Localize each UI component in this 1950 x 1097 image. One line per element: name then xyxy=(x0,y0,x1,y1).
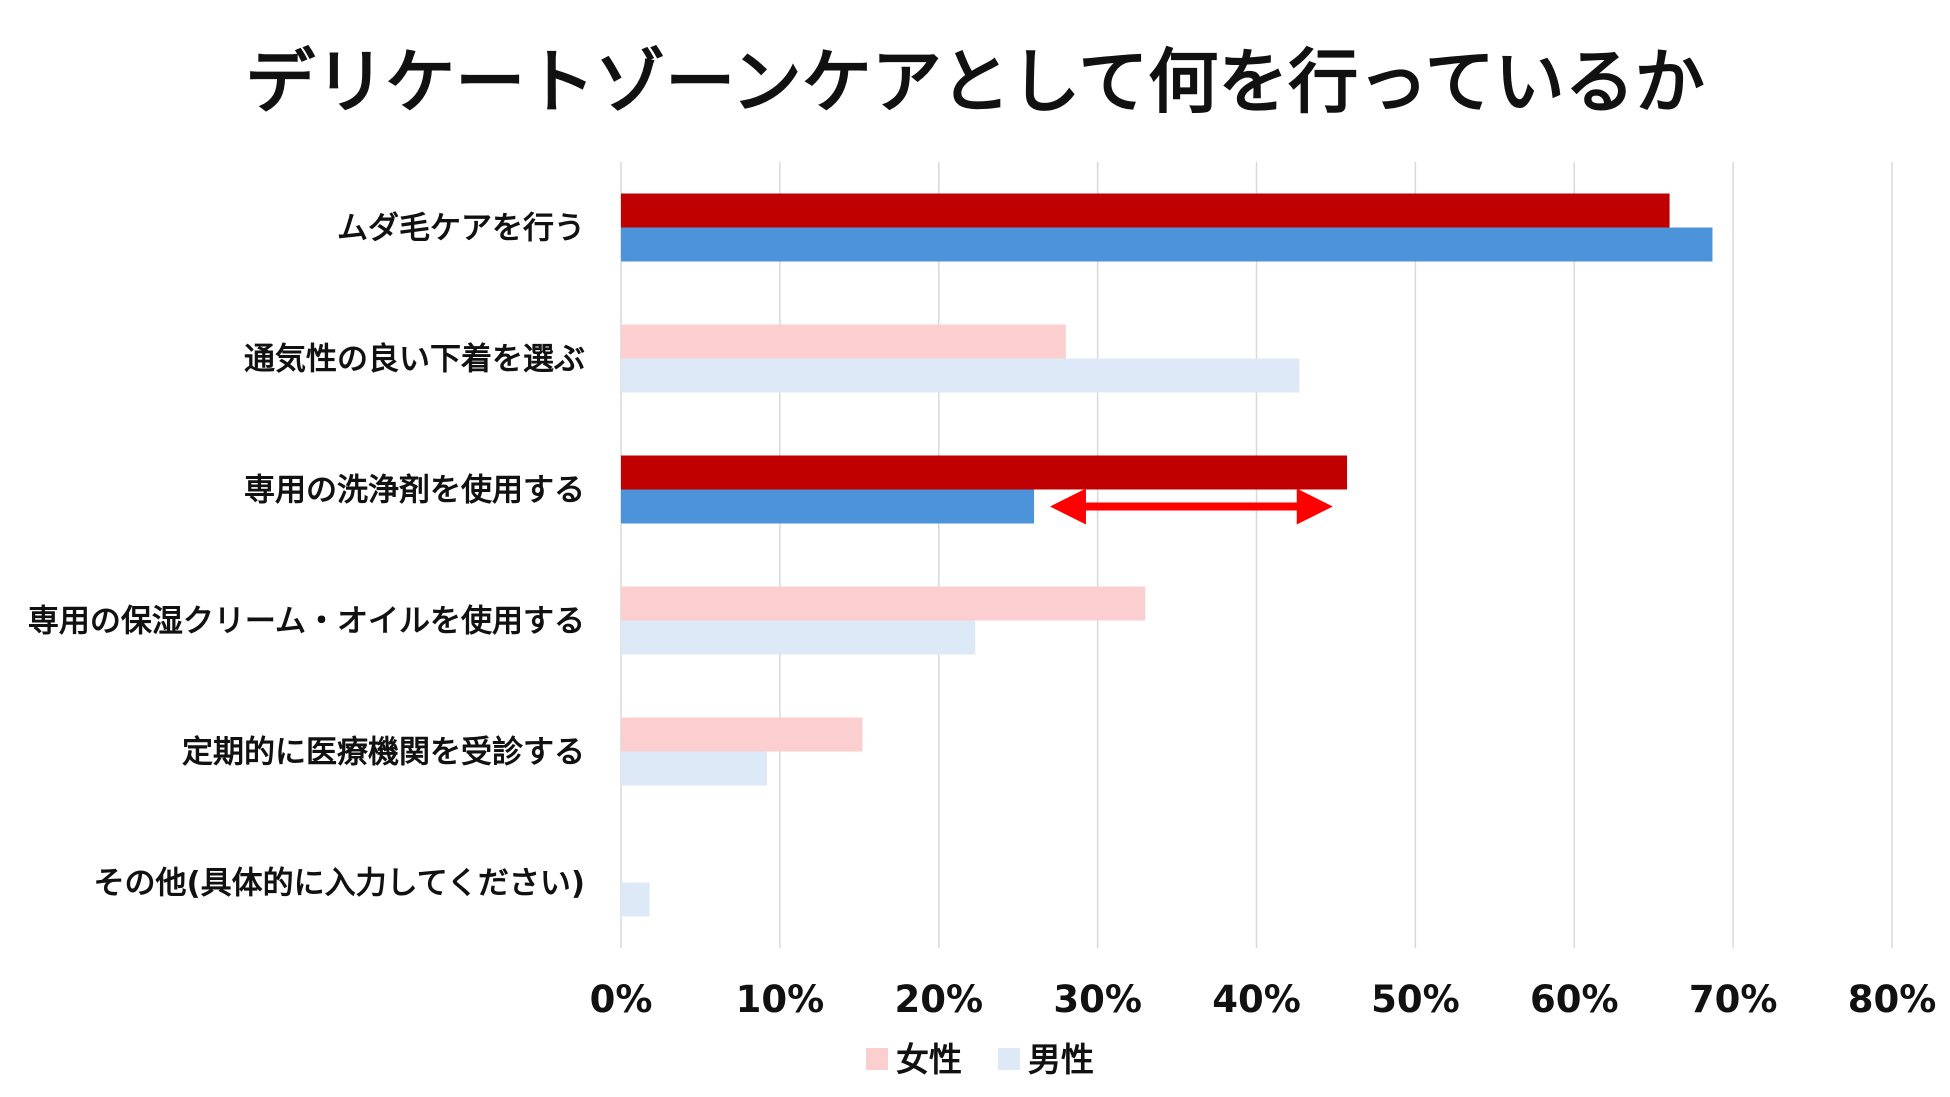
bar-male xyxy=(621,620,976,655)
arrow-head-left xyxy=(1049,488,1086,525)
x-tick-label: 0% xyxy=(590,978,653,1021)
category-label: 専用の洗浄剤を使用する xyxy=(244,473,585,509)
x-tick-label: 70% xyxy=(1689,978,1778,1021)
x-tick-labels: 0% 10% 20% 30% 40% 50% 60% 70% 80% xyxy=(590,978,1937,1021)
category-label: その他(具体的に入力してください) xyxy=(94,866,585,902)
legend-label: 男性 xyxy=(1028,1040,1094,1079)
chart-title: デリケートゾーンケアとして何を行っているか xyxy=(245,41,1705,123)
bar-male xyxy=(621,882,650,917)
legend-label: 女性 xyxy=(896,1040,962,1079)
gridlines xyxy=(620,162,1893,948)
x-tick-label: 60% xyxy=(1530,978,1619,1021)
category-label: 定期的に医療機関を受診する xyxy=(182,735,585,771)
x-tick-label: 20% xyxy=(894,978,983,1021)
bars xyxy=(621,193,1713,917)
bar-male xyxy=(621,227,1713,262)
category-label: 通気性の良い下着を選ぶ xyxy=(244,342,585,378)
legend: 女性 男性 xyxy=(866,1040,1094,1079)
x-tick-label: 50% xyxy=(1371,978,1460,1021)
bar-female xyxy=(621,586,1146,621)
bar-female xyxy=(621,717,863,752)
bar-male xyxy=(621,358,1300,393)
category-labels: ムダ毛ケアを行う通気性の良い下着を選ぶ専用の洗浄剤を使用する専用の保湿クリーム・… xyxy=(28,211,585,902)
legend-swatch xyxy=(998,1048,1020,1070)
category-label: 専用の保湿クリーム・オイルを使用する xyxy=(28,604,585,640)
bar-female xyxy=(621,324,1066,359)
x-tick-label: 10% xyxy=(736,978,825,1021)
bar-female xyxy=(621,455,1348,490)
category-label: ムダ毛ケアを行う xyxy=(337,211,585,247)
x-tick-label: 40% xyxy=(1212,978,1301,1021)
bar-male xyxy=(621,751,768,786)
x-tick-label: 80% xyxy=(1848,978,1937,1021)
arrow-head-right xyxy=(1296,488,1333,525)
annotation xyxy=(1049,488,1333,525)
legend-swatch xyxy=(866,1048,888,1070)
x-tick-label: 30% xyxy=(1053,978,1142,1021)
bar-male xyxy=(621,489,1035,524)
bar-female xyxy=(621,193,1670,228)
